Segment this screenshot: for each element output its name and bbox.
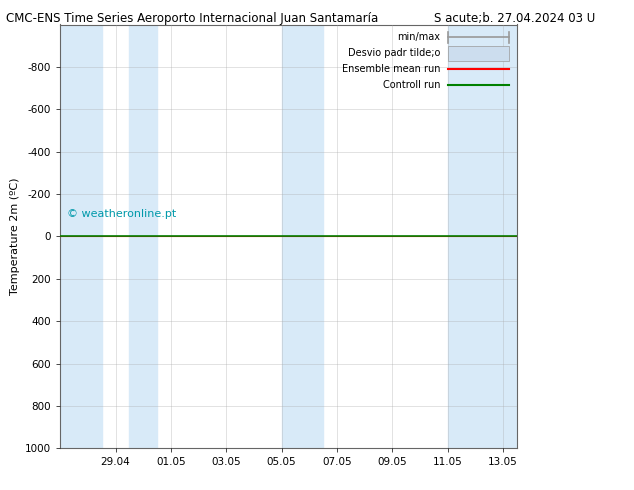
Bar [60, 24, 101, 448]
Text: min/max: min/max [398, 32, 440, 43]
Bar [448, 24, 517, 448]
Text: © weatheronline.pt: © weatheronline.pt [67, 209, 176, 219]
Y-axis label: Temperature 2m (ºC): Temperature 2m (ºC) [10, 178, 20, 295]
Bar [281, 24, 323, 448]
Text: Ensemble mean run: Ensemble mean run [342, 64, 440, 74]
Text: S acute;b. 27.04.2024 03 U: S acute;b. 27.04.2024 03 U [434, 12, 595, 25]
Text: CMC-ENS Time Series Aeroporto Internacional Juan Santamaría: CMC-ENS Time Series Aeroporto Internacio… [6, 12, 378, 25]
Text: Controll run: Controll run [383, 80, 440, 90]
Text: Desvio padr tilde;o: Desvio padr tilde;o [348, 49, 440, 58]
Bar [448, 46, 509, 61]
Bar [129, 24, 157, 448]
